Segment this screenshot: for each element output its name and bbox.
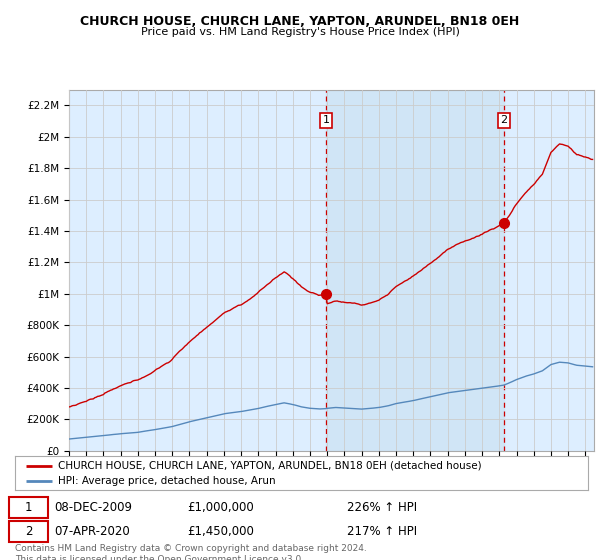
Text: 2: 2: [500, 115, 508, 125]
Text: CHURCH HOUSE, CHURCH LANE, YAPTON, ARUNDEL, BN18 0EH: CHURCH HOUSE, CHURCH LANE, YAPTON, ARUND…: [80, 15, 520, 28]
Text: 217% ↑ HPI: 217% ↑ HPI: [347, 525, 418, 538]
Text: HPI: Average price, detached house, Arun: HPI: Average price, detached house, Arun: [58, 475, 275, 486]
Text: Price paid vs. HM Land Registry's House Price Index (HPI): Price paid vs. HM Land Registry's House …: [140, 27, 460, 37]
Text: Contains HM Land Registry data © Crown copyright and database right 2024.
This d: Contains HM Land Registry data © Crown c…: [15, 544, 367, 560]
Text: £1,450,000: £1,450,000: [187, 525, 254, 538]
Text: 08-DEC-2009: 08-DEC-2009: [54, 501, 132, 514]
Text: 1: 1: [25, 501, 32, 514]
Bar: [326, 90, 504, 451]
Text: 2: 2: [25, 525, 32, 538]
Text: 07-APR-2020: 07-APR-2020: [54, 525, 130, 538]
FancyBboxPatch shape: [9, 521, 48, 542]
Text: £1,000,000: £1,000,000: [187, 501, 254, 514]
Text: 226% ↑ HPI: 226% ↑ HPI: [347, 501, 418, 514]
Text: CHURCH HOUSE, CHURCH LANE, YAPTON, ARUNDEL, BN18 0EH (detached house): CHURCH HOUSE, CHURCH LANE, YAPTON, ARUND…: [58, 461, 482, 471]
Text: 1: 1: [322, 115, 329, 125]
FancyBboxPatch shape: [9, 497, 48, 518]
